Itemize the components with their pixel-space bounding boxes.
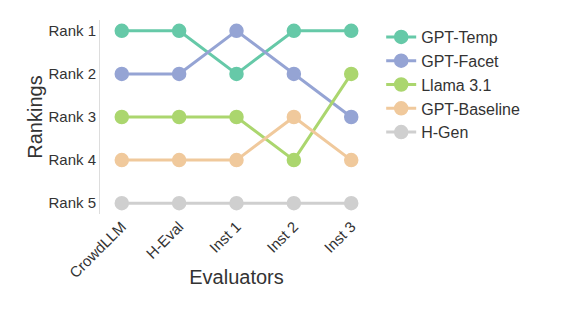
svg-text:GPT-Baseline: GPT-Baseline <box>421 101 520 118</box>
svg-text:Rank 3: Rank 3 <box>48 108 96 125</box>
svg-text:Evaluators: Evaluators <box>189 266 284 288</box>
svg-text:Rank 4: Rank 4 <box>48 151 96 168</box>
svg-text:Inst 1: Inst 1 <box>206 218 244 256</box>
svg-text:Rank 5: Rank 5 <box>48 194 96 211</box>
svg-text:H-Eval: H-Eval <box>143 218 187 262</box>
svg-text:Rank 2: Rank 2 <box>48 65 96 82</box>
svg-text:Rank 1: Rank 1 <box>48 22 96 39</box>
svg-text:Llama 3.1: Llama 3.1 <box>421 77 491 94</box>
svg-text:GPT-Temp: GPT-Temp <box>421 29 498 46</box>
svg-text:H-Gen: H-Gen <box>421 124 468 141</box>
svg-text:CrowdLLM: CrowdLLM <box>66 218 129 281</box>
svg-text:Inst 2: Inst 2 <box>263 218 301 256</box>
svg-text:Inst 3: Inst 3 <box>321 218 359 256</box>
svg-text:GPT-Facet: GPT-Facet <box>421 53 499 70</box>
svg-text:Rankings: Rankings <box>24 75 46 158</box>
